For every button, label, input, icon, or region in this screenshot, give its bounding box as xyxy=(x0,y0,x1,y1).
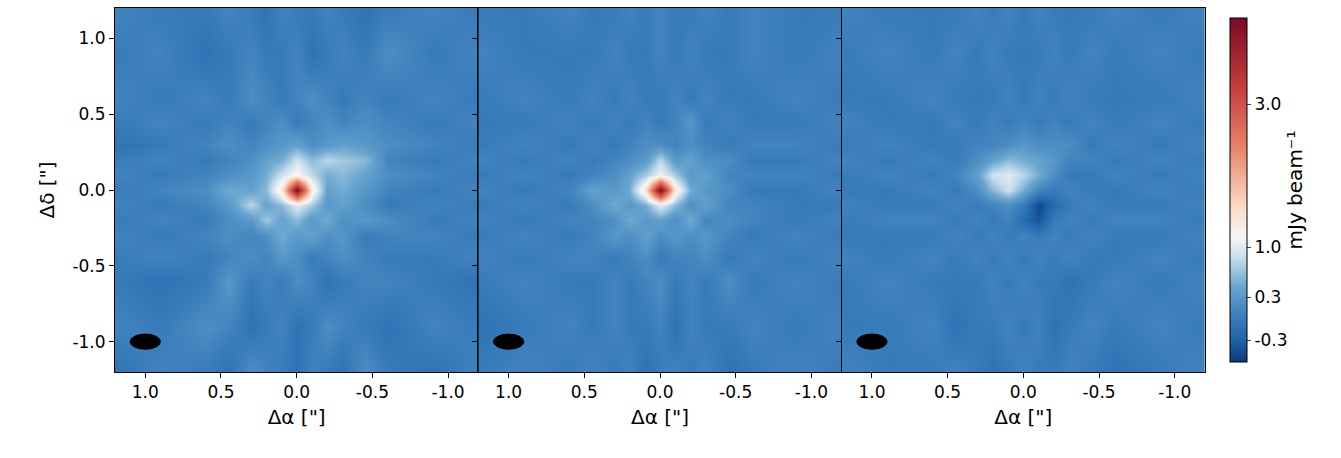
svg-text:Δα ["]: Δα ["] xyxy=(268,405,326,429)
svg-text:-0.5: -0.5 xyxy=(356,382,389,402)
svg-text:0.5: 0.5 xyxy=(934,382,961,402)
svg-text:0.5: 0.5 xyxy=(79,104,106,124)
svg-text:0.0: 0.0 xyxy=(1010,382,1037,402)
svg-text:1.0: 1.0 xyxy=(858,382,885,402)
svg-text:3.0: 3.0 xyxy=(1254,94,1281,114)
svg-text:0.3: 0.3 xyxy=(1254,287,1281,307)
svg-text:Δα ["]: Δα ["] xyxy=(994,405,1052,429)
svg-text:-0.5: -0.5 xyxy=(719,382,752,402)
svg-text:-1.0: -1.0 xyxy=(795,382,828,402)
svg-text:-0.5: -0.5 xyxy=(1082,382,1115,402)
svg-text:Δδ ["]: Δδ ["] xyxy=(35,161,59,218)
svg-text:0.0: 0.0 xyxy=(79,180,106,200)
svg-text:1.0: 1.0 xyxy=(1254,237,1281,257)
svg-text:-1.0: -1.0 xyxy=(1158,382,1191,402)
svg-text:1.0: 1.0 xyxy=(495,382,522,402)
svg-text:0.0: 0.0 xyxy=(646,382,673,402)
svg-text:0.5: 0.5 xyxy=(207,382,234,402)
svg-text:1.0: 1.0 xyxy=(132,382,159,402)
svg-text:Δα ["]: Δα ["] xyxy=(631,405,689,429)
svg-text:-1.0: -1.0 xyxy=(431,382,464,402)
svg-text:1.0: 1.0 xyxy=(79,28,106,48)
svg-text:-0.5: -0.5 xyxy=(72,256,105,276)
svg-text:mJy beam⁻¹: mJy beam⁻¹ xyxy=(1283,131,1307,250)
svg-text:-1.0: -1.0 xyxy=(72,332,105,352)
svg-text:0.5: 0.5 xyxy=(571,382,598,402)
svg-text:-0.3: -0.3 xyxy=(1254,330,1287,350)
svg-text:0.0: 0.0 xyxy=(283,382,310,402)
